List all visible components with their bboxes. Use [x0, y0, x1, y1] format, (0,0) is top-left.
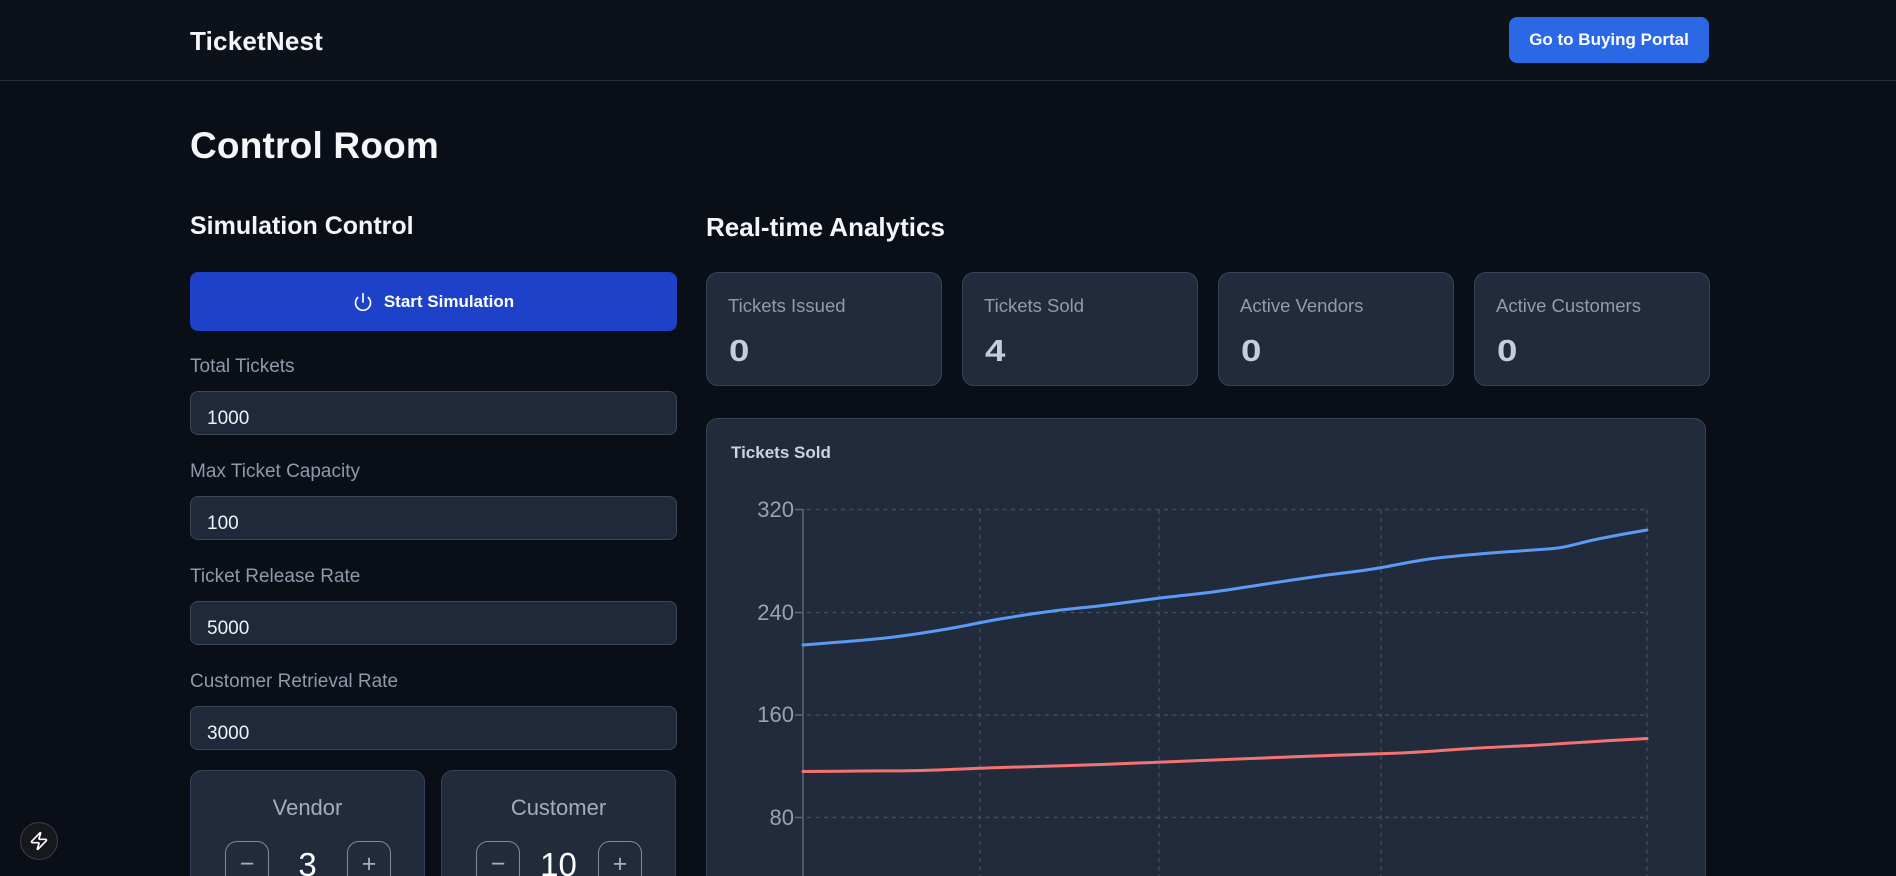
- svg-text:160: 160: [757, 702, 794, 727]
- svg-text:80: 80: [770, 805, 794, 830]
- svg-text:320: 320: [757, 497, 794, 522]
- svg-text:240: 240: [757, 600, 794, 625]
